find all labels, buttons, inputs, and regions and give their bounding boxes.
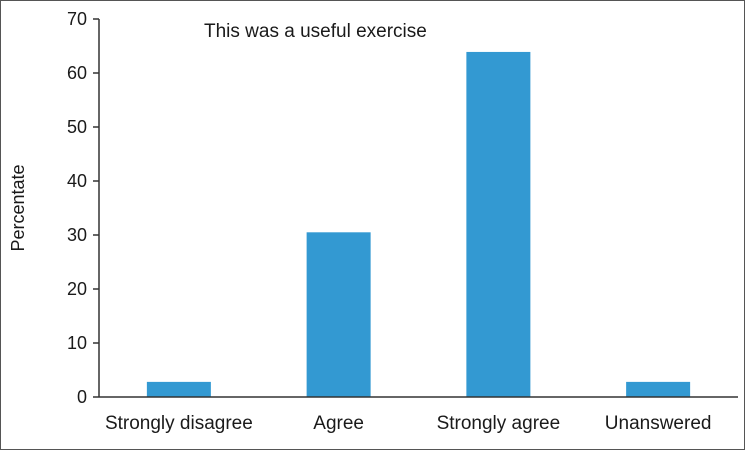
bar [466, 51, 531, 397]
bar [306, 232, 371, 397]
chart-title: This was a useful exercise [204, 21, 427, 42]
x-tick-label: Strongly disagree [105, 413, 253, 434]
x-tick-label: Strongly agree [437, 413, 561, 434]
y-tick-label: 70 [67, 9, 87, 29]
y-tick-label: 50 [67, 117, 87, 137]
y-tick-label: 60 [67, 63, 87, 83]
bar [626, 381, 691, 397]
y-tick-label: 20 [67, 279, 87, 299]
y-tick-label: 30 [67, 225, 87, 245]
bar [146, 381, 211, 397]
x-tick-label: Agree [313, 413, 364, 434]
y-tick-label: 40 [67, 171, 87, 191]
bars-layer [146, 51, 691, 397]
y-ticks: 0 10 20 30 40 50 60 70 [67, 9, 99, 407]
x-ticks: Strongly disagree Agree Strongly agree Unan… [105, 413, 712, 434]
x-tick-label: Unanswered [605, 413, 712, 434]
y-tick-label: 10 [67, 333, 87, 353]
y-tick-label: 0 [77, 387, 87, 407]
axes [98, 19, 738, 398]
y-axis-label: Percentate [8, 164, 28, 251]
